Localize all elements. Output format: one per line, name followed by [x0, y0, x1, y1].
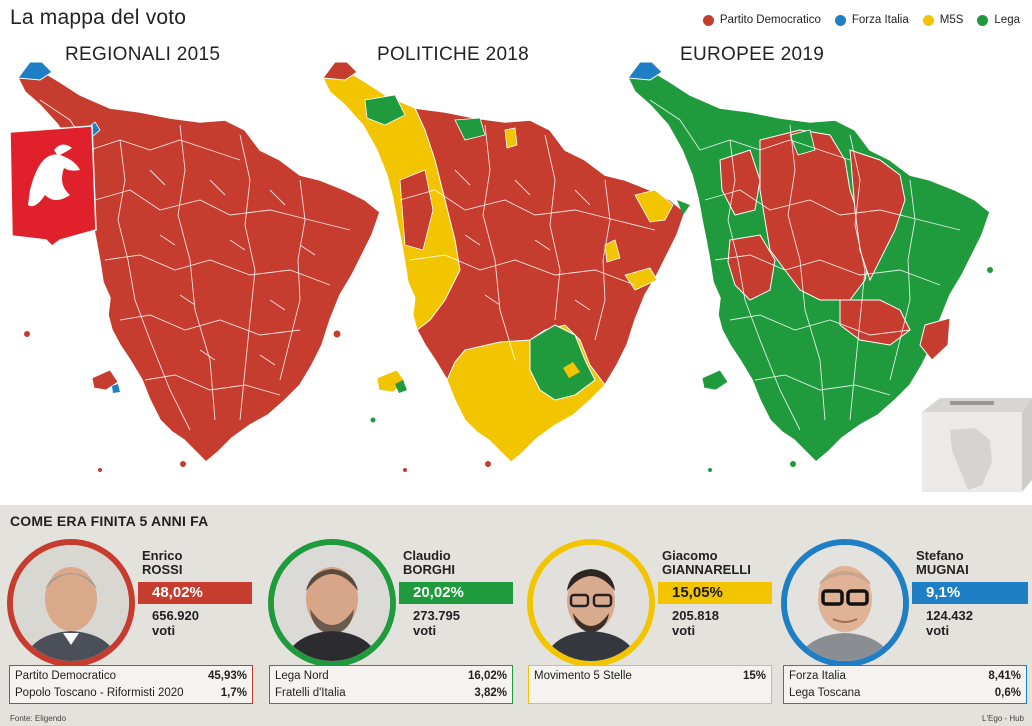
footer-source: Fonte: Eligendo: [10, 714, 67, 723]
legend-label-fi: Forza Italia: [851, 14, 909, 26]
party-name: Partito Democratico: [15, 670, 116, 682]
page-title: La mappa del voto: [10, 6, 187, 29]
legend-item-pd: Partito Democratico: [702, 14, 821, 26]
party-value: 8,41%: [988, 670, 1021, 682]
candidate-votes-borghi: 273.795 voti: [413, 608, 460, 638]
map-title-politiche-2018: POLITICHE 2018: [377, 44, 530, 65]
candidate-name-rossi: Enrico ROSSI: [142, 549, 182, 577]
party-box-rossi: Partito Democratico 45,93% Popolo Toscan…: [9, 665, 253, 704]
candidate-card-rossi: Enrico ROSSI 48,02% 656.920 voti: [7, 535, 265, 723]
legend-label-lega: Lega: [994, 14, 1020, 26]
party-value: 45,93%: [207, 670, 247, 682]
legend-item-m5s: M5S: [922, 14, 964, 26]
candidate-card-mugnai: Stefano MUGNAI 9,1% 124.432 voti: [781, 535, 1032, 723]
candidate-first-name: Stefano: [916, 548, 964, 563]
votes-label: voti: [926, 623, 950, 638]
legend-item-lega: Lega: [977, 14, 1020, 26]
party-row: Lega Nord 16,02%: [275, 668, 507, 685]
party-box-mugnai: Forza Italia 8,41% Lega Toscana 0,6%: [783, 665, 1027, 704]
candidate-last-name: BORGHI: [403, 562, 455, 577]
votes-count: 656.920: [152, 608, 199, 623]
legend-label-m5s: M5S: [939, 14, 964, 26]
candidate-votes-giannarelli: 205.818 voti: [672, 608, 719, 638]
section-title: COME ERA FINITA 5 ANNI FA: [10, 513, 209, 529]
candidate-last-name: MUGNAI: [916, 562, 969, 577]
candidate-last-name: ROSSI: [142, 562, 183, 577]
party-box-borghi: Lega Nord 16,02% Fratelli d'Italia 3,82%: [269, 665, 513, 704]
legend-item-fi: Forza Italia: [834, 14, 909, 26]
ballot-box-illustration: [922, 398, 1032, 492]
votes-count: 124.432: [926, 608, 973, 623]
candidate-name-mugnai: Stefano MUGNAI: [916, 549, 969, 577]
legend-dot-m5s: [922, 14, 934, 26]
votes-count: 205.818: [672, 608, 719, 623]
candidate-pct-bar-giannarelli: 15,05%: [658, 582, 772, 604]
party-name: Forza Italia: [789, 670, 846, 682]
party-value: 1,7%: [220, 687, 247, 699]
party-value: 16,02%: [467, 670, 507, 682]
party-box-giannarelli: Movimento 5 Stelle 15%: [528, 665, 772, 704]
party-name: Fratelli d'Italia: [275, 687, 346, 699]
candidate-votes-rossi: 656.920 voti: [152, 608, 199, 638]
party-row: Forza Italia 8,41%: [789, 668, 1021, 685]
candidate-first-name: Giacomo: [662, 548, 718, 563]
party-row: Movimento 5 Stelle 15%: [534, 668, 766, 685]
legend-label-pd: Partito Democratico: [719, 14, 821, 26]
party-row: Lega Toscana 0,6%: [789, 685, 1021, 702]
map-regionali-2015: [9, 61, 381, 472]
votes-label: voti: [672, 623, 696, 638]
candidate-first-name: Enrico: [142, 548, 183, 563]
candidate-name-giannarelli: Giacomo GIANNARELLI: [662, 549, 751, 577]
legend-dot-pd: [702, 14, 714, 26]
legend-dot-fi: [834, 14, 846, 26]
candidate-pct-bar-rossi: 48,02%: [138, 582, 252, 604]
tuscany-emblem: [9, 125, 97, 247]
candidates-panel: COME ERA FINITA 5 ANNI FA Enrico ROSSI 4…: [0, 505, 1032, 726]
candidate-pct-bar-borghi: 20,02%: [399, 582, 513, 604]
map-title-regionali-2015: REGIONALI 2015: [65, 44, 221, 65]
maps-panel: La mappa del voto Partito Democratico Fo…: [9, 6, 1032, 492]
map-politiche-2018: [322, 61, 690, 472]
map-title-europee-2019: EUROPEE 2019: [680, 44, 825, 65]
candidate-card-giannarelli: Giacomo GIANNARELLI 15,05% 205.818 voti: [527, 535, 785, 723]
candidate-card-borghi: Claudio BORGHI 20,02% 273.795 voti: [268, 535, 526, 723]
votes-label: voti: [152, 623, 176, 638]
candidate-portrait-mugnai: [781, 539, 909, 667]
candidate-portrait-borghi: [268, 539, 396, 667]
map-europee-2019: [627, 61, 993, 472]
candidate-portrait-rossi: [7, 539, 135, 667]
candidate-portrait-giannarelli: [527, 539, 655, 667]
candidate-votes-mugnai: 124.432 voti: [926, 608, 973, 638]
party-name: Popolo Toscano - Riformisti 2020: [15, 687, 184, 699]
maps-svg: [9, 61, 1032, 492]
party-value: 3,82%: [474, 687, 507, 699]
party-name: Lega Toscana: [789, 687, 861, 699]
legend: Partito Democratico Forza Italia M5S Leg…: [702, 14, 1020, 26]
party-row: Partito Democratico 45,93%: [15, 668, 247, 685]
party-value: 15%: [742, 670, 766, 682]
votes-count: 273.795: [413, 608, 460, 623]
party-name: Movimento 5 Stelle: [534, 670, 632, 682]
votes-label: voti: [413, 623, 437, 638]
footer-credit: L'Ego - Hub: [982, 714, 1024, 723]
candidate-pct-bar-mugnai: 9,1%: [912, 582, 1028, 604]
party-row: Popolo Toscano - Riformisti 2020 1,7%: [15, 685, 247, 702]
candidate-last-name: GIANNARELLI: [662, 562, 751, 577]
party-value: 0,6%: [994, 687, 1021, 699]
candidate-first-name: Claudio: [403, 548, 451, 563]
legend-dot-lega: [977, 14, 989, 26]
party-row: Fratelli d'Italia 3,82%: [275, 685, 507, 702]
candidate-name-borghi: Claudio BORGHI: [403, 549, 455, 577]
party-name: Lega Nord: [275, 670, 329, 682]
